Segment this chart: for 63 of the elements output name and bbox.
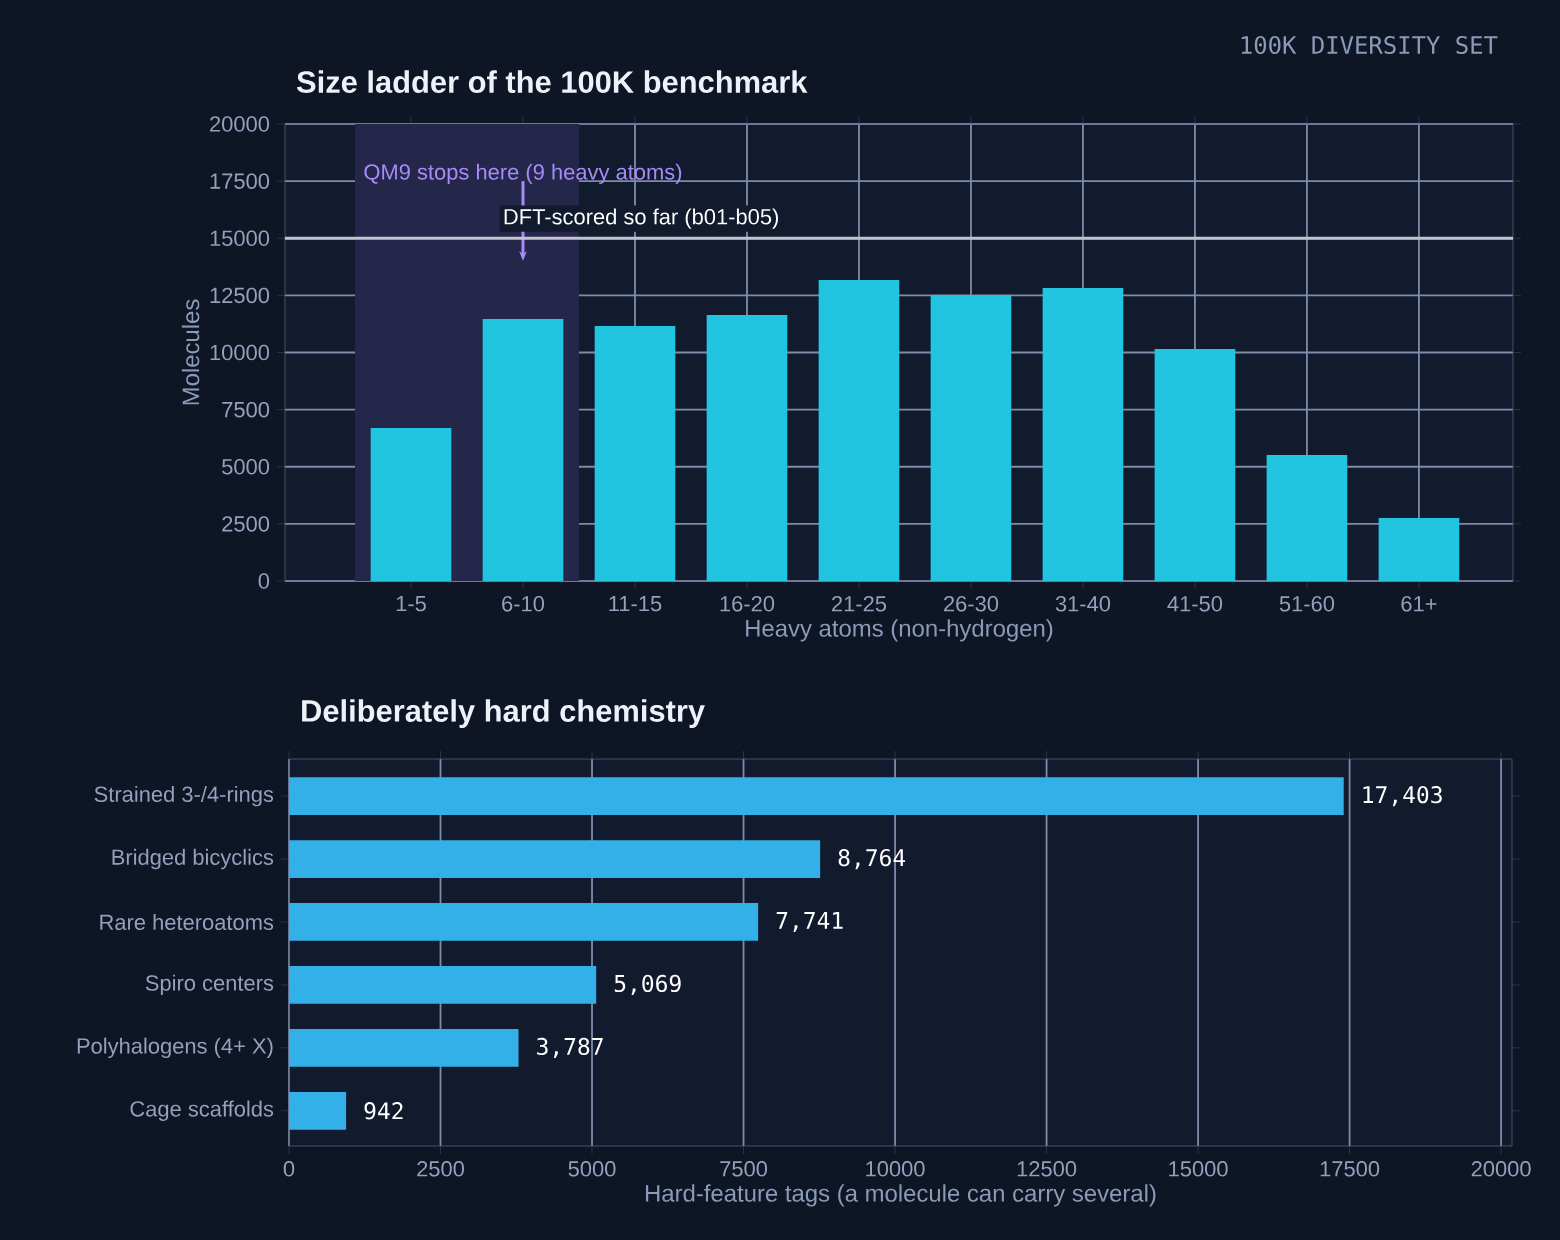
x-tick-label: 0 <box>283 1161 295 1177</box>
y-tick-label: 17500 <box>210 173 270 189</box>
bar <box>289 777 1344 816</box>
data-label: 17,403 <box>1363 786 1442 807</box>
x-tick-label: 7500 <box>720 1161 768 1177</box>
y-tick-label: 2500 <box>222 516 270 532</box>
x-tick-label: 6-10 <box>502 596 545 612</box>
bar <box>818 280 900 581</box>
bar <box>1378 517 1460 581</box>
chart-title: Deliberately hard chemistry <box>302 699 705 728</box>
bar <box>594 325 676 581</box>
x-tick-label: 17500 <box>1320 1161 1380 1177</box>
x-tick-label: 41-50 <box>1167 596 1223 612</box>
bar <box>370 427 452 581</box>
x-tick-label: 2500 <box>417 1161 465 1177</box>
bar <box>1266 455 1348 581</box>
data-label: 7,741 <box>776 912 843 932</box>
data-label: 5,069 <box>614 974 681 996</box>
y-tick-label: 5000 <box>222 459 270 475</box>
y-tick-label: Spiro centers <box>145 974 274 996</box>
bar <box>482 318 564 581</box>
bar <box>289 1028 519 1067</box>
x-tick-label: 5000 <box>568 1161 616 1177</box>
chart-title: Size ladder of the 100K benchmark <box>296 70 808 94</box>
x-axis-title: Hard-feature tags (a molecule can carry several) <box>646 1184 1156 1207</box>
bar <box>289 1091 347 1130</box>
x-tick-label: 12500 <box>1017 1161 1077 1177</box>
y-tick-label: 10000 <box>210 344 270 361</box>
x-tick-label: 10000 <box>866 1161 925 1177</box>
y-tick-label: 12500 <box>210 287 270 304</box>
x-tick-label: 16-20 <box>720 596 775 612</box>
ref-line-label: DFT-scored so far (b01-b05) <box>504 208 778 229</box>
y-tick-label: Cage scaffolds <box>130 1100 274 1121</box>
bar <box>1042 288 1124 581</box>
x-tick-label: 31-40 <box>1055 596 1111 612</box>
data-label: 8,764 <box>838 848 906 870</box>
y-tick-label: Rare heteroatoms <box>100 913 274 931</box>
x-tick-label: 51-60 <box>1279 596 1335 612</box>
y-tick-label: Strained 3-/4-rings <box>94 785 274 807</box>
data-label: 3,787 <box>537 1037 603 1058</box>
x-tick-label: 11-15 <box>609 596 662 612</box>
y-tick-label: Polyhalogens (4+ X) <box>77 1037 273 1059</box>
bar <box>289 840 821 878</box>
x-tick-label: 15000 <box>1169 1161 1228 1177</box>
bar <box>1154 349 1236 581</box>
y-tick-label: 15000 <box>210 230 270 246</box>
y-axis-title: Molecules <box>181 299 200 405</box>
x-tick-label: 26-30 <box>944 596 999 612</box>
y-tick-label: Bridged bicyclics <box>112 848 274 870</box>
bar <box>289 966 597 1004</box>
x-tick-label: 21-25 <box>832 596 887 612</box>
y-tick-label: 20000 <box>210 116 270 132</box>
data-label: 942 <box>364 1102 403 1120</box>
x-axis-title: Heavy atoms (non-hydrogen) <box>746 619 1053 642</box>
x-tick-label: 1-5 <box>396 596 426 612</box>
x-tick-label: 61+ <box>1401 596 1437 612</box>
text: 100K DIVERSITY SET <box>1241 35 1498 55</box>
y-tick-label: 0 <box>258 573 270 589</box>
bar <box>930 294 1012 581</box>
bar <box>706 315 788 581</box>
x-tick-label: 20000 <box>1471 1161 1531 1177</box>
y-tick-label: 7500 <box>222 401 270 418</box>
bar <box>289 903 759 941</box>
